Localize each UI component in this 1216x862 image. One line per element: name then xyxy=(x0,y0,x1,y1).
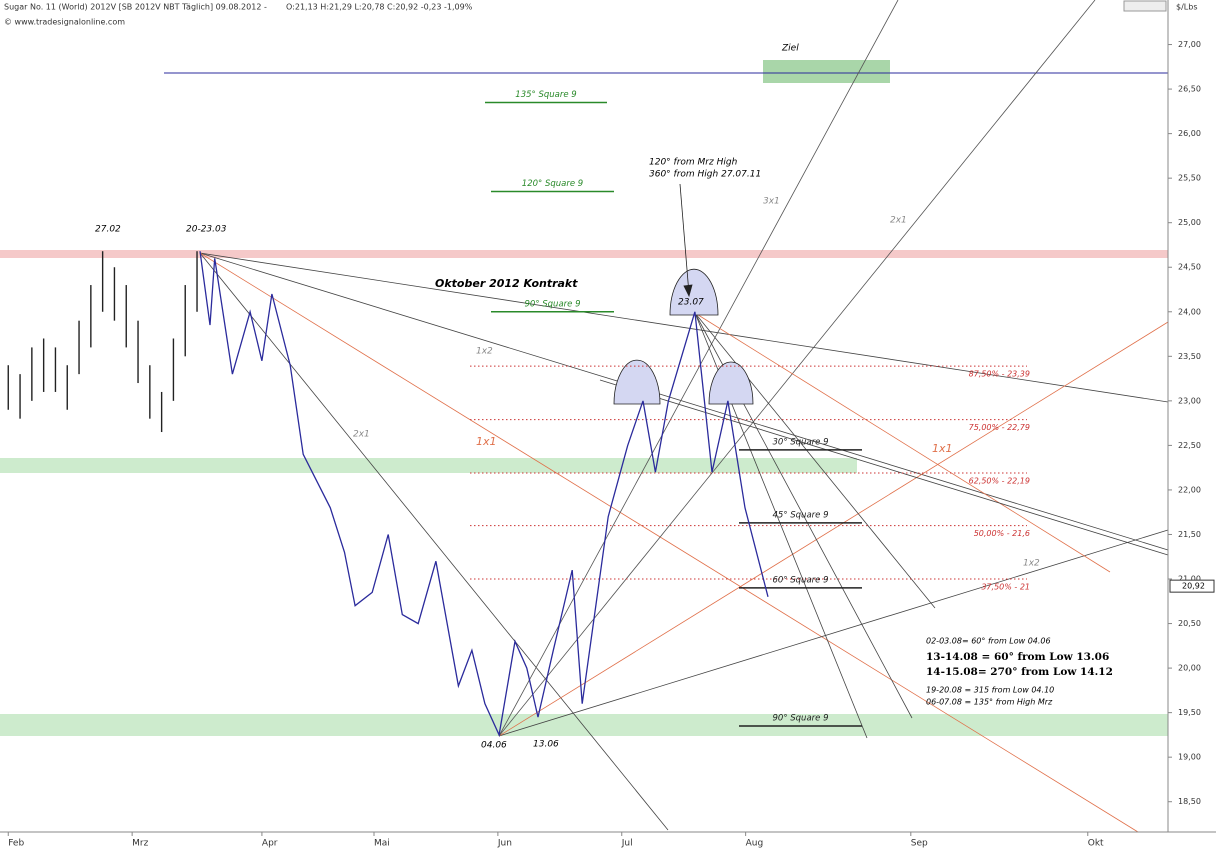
swing-line xyxy=(199,251,769,738)
fan-line xyxy=(199,252,1169,403)
y-tick-label: 20,50 xyxy=(1178,619,1201,628)
square9-label: 60° Square 9 xyxy=(773,575,829,585)
annotation: 13.06 xyxy=(533,740,559,750)
fan-label: 1x2 xyxy=(476,347,493,357)
x-tick-label: Apr xyxy=(262,839,278,849)
fan-line xyxy=(498,0,899,737)
fib-label: 50,00% - 21,6 xyxy=(974,529,1030,538)
x-tick-label: Okt xyxy=(1088,839,1104,849)
x-tick-label: Feb xyxy=(8,839,24,849)
x-tick-label: Aug xyxy=(746,839,764,849)
annotation: 120° from Mrz High xyxy=(649,158,738,168)
y-tick-label: 19,00 xyxy=(1178,753,1201,762)
fan-label: 3x1 xyxy=(763,197,780,207)
y-tick-label: 24,50 xyxy=(1178,263,1201,272)
fan-line xyxy=(199,252,669,831)
note: 02-03.08= 60° from Low 04.06 xyxy=(926,637,1051,646)
y-tick-label: 26,50 xyxy=(1178,85,1201,94)
last-price-box xyxy=(1169,579,1215,593)
support-band xyxy=(0,458,857,473)
arrow-head xyxy=(683,284,693,298)
annotations: 27.02 20-23.03 Oktober 2012 Kontrakt 23.… xyxy=(95,44,1113,751)
fan-line xyxy=(498,321,1169,737)
fan-line xyxy=(199,252,1169,551)
arrow xyxy=(679,183,690,295)
x-tick-label: Sep xyxy=(911,839,928,849)
y-tick-label: 18,50 xyxy=(1178,797,1201,806)
y-tick-label: 22,50 xyxy=(1178,441,1201,450)
fan-line xyxy=(694,312,936,609)
annotation: 360° from High 27.07.11 xyxy=(649,170,761,180)
fib-label: 37,50% - 21 xyxy=(981,583,1030,592)
cycle-arc xyxy=(669,268,719,316)
y-tick-label: 25,00 xyxy=(1178,218,1201,227)
annotation: Ziel xyxy=(781,44,799,54)
square9-label: 90° Square 9 xyxy=(525,299,581,309)
fib-label: 62,50% - 22,19 xyxy=(969,477,1030,486)
note: 14-15.08= 270° from Low 14.12 xyxy=(926,666,1113,678)
header-source: © www.tradesignalonline.com xyxy=(4,18,125,27)
cycle-arcs xyxy=(613,183,754,405)
y-tick-label: 24,00 xyxy=(1178,307,1201,316)
target-zone xyxy=(763,60,890,83)
header-ohlc: O:21,13 H:21,29 L:20,78 C:20,92 -0,23 -1… xyxy=(286,3,473,12)
gann-fans xyxy=(199,0,1169,833)
x-tick-label: Mai xyxy=(374,839,390,849)
fib-label: 87,50% - 23,39 xyxy=(969,370,1030,379)
fib-label: 75,00% - 22,79 xyxy=(969,423,1030,432)
axes: Sugar No. 11 (World) 2012V [SB 2012V NBT… xyxy=(0,0,1216,833)
square9-label: 45° Square 9 xyxy=(773,510,829,520)
x-tick-label: Mrz xyxy=(132,839,148,849)
cycle-arc xyxy=(613,359,661,405)
fan-label: 1x1 xyxy=(932,442,953,455)
y-axis-label: $/Lbs xyxy=(1176,3,1198,12)
fan-line xyxy=(694,312,1111,573)
plot: 18,50 19,00 19,50 20,00 20,50 21,00 21,50 22,00… xyxy=(7,40,1201,849)
y-tick-label: 26,00 xyxy=(1178,129,1201,138)
annotation: 27.02 xyxy=(95,225,121,235)
y-tick-label: 20,00 xyxy=(1178,664,1201,673)
y-tick-label: 25,50 xyxy=(1178,174,1201,183)
fan-label: 1x2 xyxy=(1023,559,1040,569)
y-tick-label: 21,00 xyxy=(1178,575,1201,584)
y-tick-label: 23,50 xyxy=(1178,352,1201,361)
y-tick-label: 27,00 xyxy=(1178,40,1201,49)
x-tick-label: Jun xyxy=(497,839,512,849)
square9-label: 90° Square 9 xyxy=(773,713,829,723)
y-tick-label: 19,50 xyxy=(1178,708,1201,717)
fan-line xyxy=(498,529,1169,737)
fan-label: 1x1 xyxy=(476,435,497,448)
y-tick-label: 21,50 xyxy=(1178,530,1201,539)
note: 06-07.08 = 135° from High Mrz xyxy=(926,698,1053,707)
note: 13-14.08 = 60° from Low 13.06 xyxy=(926,651,1109,663)
annotation: 23.07 xyxy=(678,298,704,308)
cycle-arc xyxy=(708,361,754,405)
annotation: 04.06 xyxy=(481,741,507,751)
fan-label: 2x1 xyxy=(890,216,907,226)
last-price-label: 20,92 xyxy=(1182,582,1205,591)
fan-line xyxy=(498,0,1096,737)
header-title: Sugar No. 11 (World) 2012V [SB 2012V NBT… xyxy=(4,3,267,12)
note: 19-20.08 = 315 from Low 04.10 xyxy=(926,686,1054,695)
fan-line xyxy=(599,379,1169,556)
zones xyxy=(0,60,1168,736)
fan-line xyxy=(199,252,1139,833)
annotation: Oktober 2012 Kontrakt xyxy=(435,277,578,290)
x-tick-label: Jul xyxy=(621,839,633,849)
toolbar[interactable] xyxy=(1123,0,1167,12)
square9-label: 135° Square 9 xyxy=(515,90,576,100)
y-tick-label: 23,00 xyxy=(1178,396,1201,405)
fan-label: 2x1 xyxy=(353,430,370,440)
square9-label: 30° Square 9 xyxy=(773,437,829,447)
y-tick-label: 22,00 xyxy=(1178,485,1201,494)
resistance-band xyxy=(0,250,1168,258)
square9-label: 120° Square 9 xyxy=(522,179,583,189)
annotation: 20-23.03 xyxy=(186,225,227,235)
support-band xyxy=(0,714,1168,736)
